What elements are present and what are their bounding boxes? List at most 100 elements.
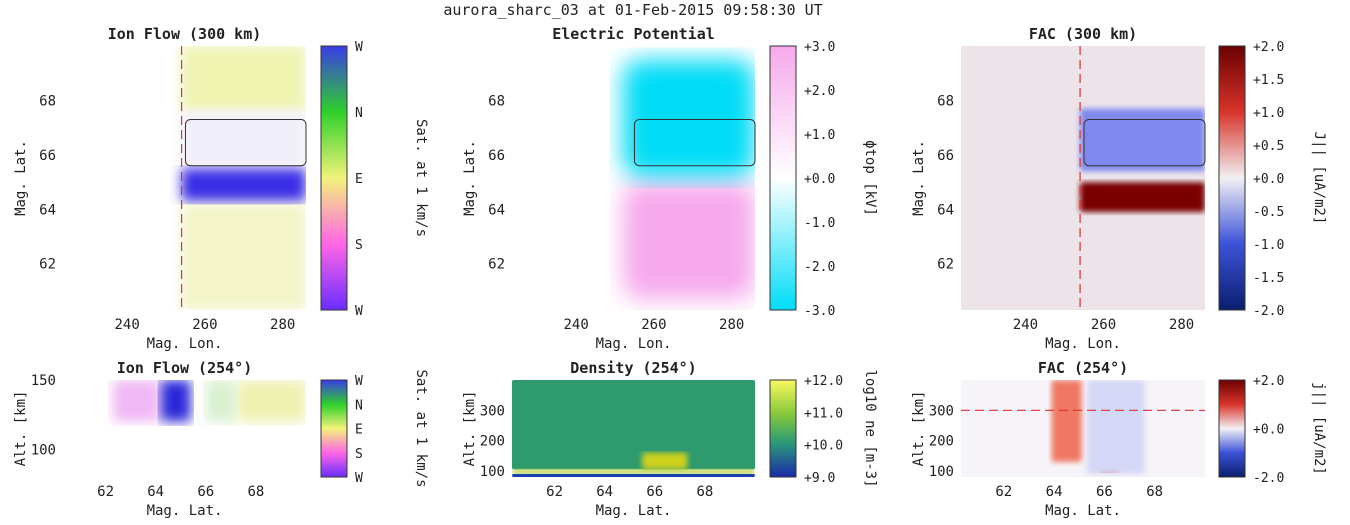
x-tick-label: 64 bbox=[147, 484, 164, 500]
data-region bbox=[512, 473, 755, 477]
data-region bbox=[512, 469, 755, 474]
colorbar-tick-label: S bbox=[355, 447, 363, 462]
colorbar-tick-label: +9.0 bbox=[804, 471, 835, 486]
colorbar bbox=[320, 379, 348, 478]
data-region bbox=[622, 182, 755, 300]
x-tick-label: 66 bbox=[197, 484, 214, 500]
colorbar-tick-label: -1.0 bbox=[1253, 238, 1284, 253]
x-axis-label: Mag. Lon. bbox=[1045, 336, 1121, 352]
y-tick-label: 62 bbox=[488, 257, 505, 273]
colorbar-tick-label: +11.0 bbox=[804, 406, 843, 421]
y-tick-label: 100 bbox=[31, 442, 56, 458]
x-tick-label: 64 bbox=[596, 484, 613, 500]
fac-300-field bbox=[961, 46, 1205, 310]
plot-background bbox=[961, 380, 1205, 477]
x-tick-label: 260 bbox=[1091, 317, 1116, 333]
colorbar-tick-label: -1.5 bbox=[1253, 271, 1284, 286]
x-axis-label: Mag. Lon. bbox=[596, 336, 672, 352]
colorbar-label: ϕtop [kV] bbox=[862, 140, 878, 216]
data-region bbox=[622, 59, 755, 177]
colorbar-label: Sat. at 1 km/s bbox=[413, 119, 429, 237]
arc-outline bbox=[184, 118, 307, 167]
colorbar-tick-label: +0.0 bbox=[1253, 423, 1284, 438]
data-region bbox=[1080, 108, 1205, 172]
y-tick-label: 68 bbox=[488, 93, 505, 109]
y-axis-label: Alt. [km] bbox=[911, 391, 927, 467]
y-axis-label: Mag. Lat. bbox=[462, 140, 478, 216]
y-tick-label: 62 bbox=[937, 257, 954, 273]
y-tick-label: 200 bbox=[480, 434, 505, 450]
y-tick-label: 200 bbox=[929, 434, 954, 450]
y-tick-label: 62 bbox=[39, 257, 56, 273]
figure-title: aurora_sharc_03 at 01-Feb-2015 09:58:30 … bbox=[443, 1, 822, 19]
y-axis-label: Mag. Lat. bbox=[13, 140, 29, 216]
y-tick-label: 64 bbox=[937, 202, 954, 218]
y-tick-label: 150 bbox=[31, 373, 56, 389]
x-tick-label: 66 bbox=[646, 484, 663, 500]
data-region bbox=[160, 380, 191, 422]
colorbar bbox=[1218, 379, 1246, 478]
ion-flow-254-panel: Ion Flow (254°) 62 64 66 68 100 150 Mag. Lat. Al… bbox=[13, 359, 429, 519]
y-tick-label: 300 bbox=[929, 403, 954, 419]
data-region bbox=[205, 380, 236, 422]
panel-title: FAC (300 km) bbox=[1029, 25, 1137, 43]
colorbar-tick-label: E bbox=[355, 423, 363, 438]
x-axis-label: Mag. Lat. bbox=[147, 503, 223, 519]
arc-outline bbox=[1083, 118, 1206, 167]
colorbar-tick-label: +1.0 bbox=[804, 128, 835, 143]
x-axis-label: Mag. Lat. bbox=[596, 503, 672, 519]
colorbar bbox=[769, 45, 797, 311]
colorbar-tick-label: -2.0 bbox=[1253, 471, 1284, 486]
fac-300-panel: FAC (300 km) 240 260 280 62 64 66 68 Mag. Lon. Ma… bbox=[911, 25, 1327, 352]
y-tick-label: 68 bbox=[39, 93, 56, 109]
x-tick-label: 62 bbox=[546, 484, 563, 500]
colorbar-label: J|| [uA/m2] bbox=[1311, 132, 1327, 225]
y-tick-label: 300 bbox=[480, 403, 505, 419]
electric-potential-panel: Electric Potential 240 260 280 62 64 66 68 Mag. … bbox=[462, 25, 878, 352]
y-tick-label: 100 bbox=[929, 464, 954, 480]
colorbar-tick-label: W bbox=[355, 40, 363, 55]
y-tick-label: 66 bbox=[937, 148, 954, 164]
y-axis-label: Mag. Lat. bbox=[911, 140, 927, 216]
x-tick-label: 280 bbox=[1169, 317, 1194, 333]
x-tick-label: 68 bbox=[1146, 484, 1163, 500]
x-tick-label: 68 bbox=[247, 484, 264, 500]
y-axis-label: Alt. [km] bbox=[13, 391, 29, 467]
colorbar-tick-label: +0.5 bbox=[1253, 139, 1284, 154]
fac-254-field bbox=[961, 380, 1205, 477]
plot-background bbox=[961, 46, 1205, 310]
y-tick-label: 66 bbox=[488, 148, 505, 164]
x-axis-label: Mag. Lon. bbox=[147, 336, 223, 352]
panel-title: Ion Flow (300 km) bbox=[108, 25, 262, 43]
panel-title: Density (254°) bbox=[570, 359, 696, 377]
x-tick-label: 280 bbox=[719, 317, 744, 333]
electric-potential-field bbox=[512, 46, 755, 310]
ion-flow-300-field bbox=[63, 46, 306, 310]
colorbar-tick-label: +2.0 bbox=[804, 84, 835, 99]
x-tick-label: 68 bbox=[696, 484, 713, 500]
y-tick-label: 64 bbox=[488, 202, 505, 218]
ion-flow-300-panel: Ion Flow (300 km) 240 260 280 62 64 66 68 Mag. L… bbox=[13, 25, 429, 352]
data-region bbox=[181, 203, 306, 310]
arc-outline bbox=[633, 118, 756, 167]
colorbar-tick-label: +0.0 bbox=[804, 172, 835, 187]
colorbar bbox=[320, 45, 348, 311]
panel-title: Ion Flow (254°) bbox=[117, 359, 252, 377]
x-tick-label: 240 bbox=[564, 317, 589, 333]
data-region bbox=[1086, 380, 1145, 474]
data-region bbox=[642, 452, 688, 470]
data-region bbox=[235, 380, 306, 422]
y-tick-label: 66 bbox=[39, 148, 56, 164]
colorbar-tick-label: -2.0 bbox=[1253, 304, 1284, 319]
colorbar-tick-label: N bbox=[355, 398, 363, 413]
colorbar-tick-label: +3.0 bbox=[804, 40, 835, 55]
y-tick-label: 100 bbox=[480, 464, 505, 480]
y-tick-label: 68 bbox=[937, 93, 954, 109]
x-tick-label: 240 bbox=[1013, 317, 1038, 333]
colorbar-tick-label: -3.0 bbox=[804, 304, 835, 319]
colorbar-tick-label: W bbox=[355, 471, 363, 486]
y-axis-label: Alt. [km] bbox=[462, 391, 478, 467]
colorbar-tick-label: +1.5 bbox=[1253, 73, 1284, 88]
colorbar-tick-label: -1.0 bbox=[804, 216, 835, 231]
